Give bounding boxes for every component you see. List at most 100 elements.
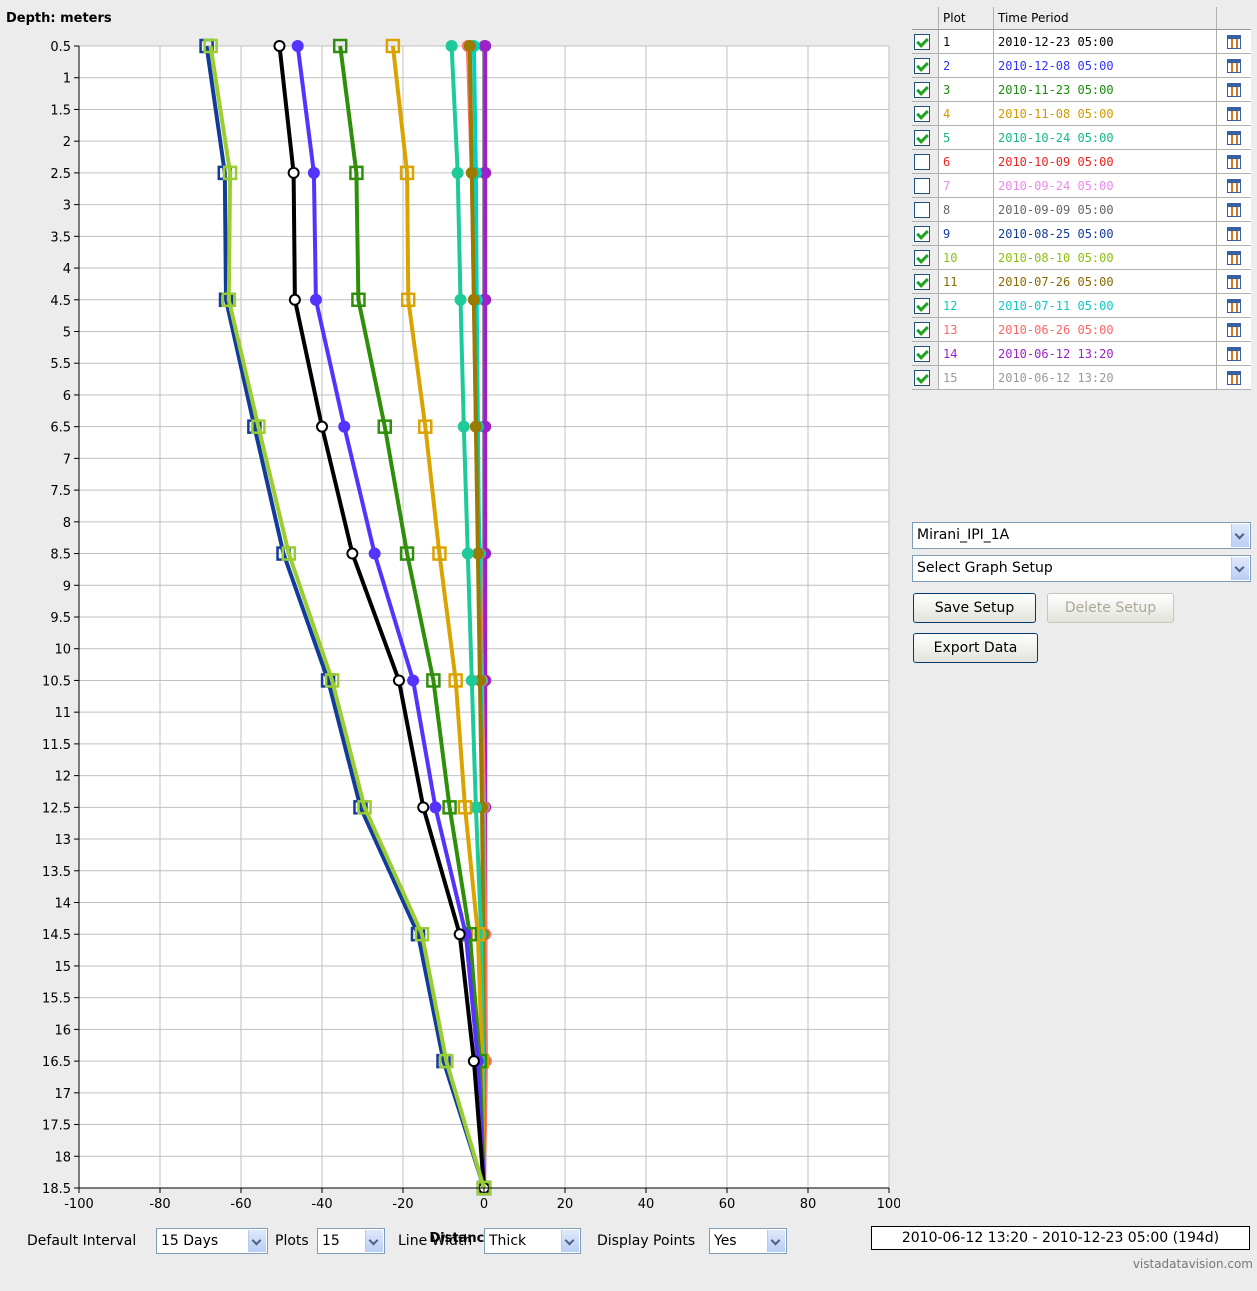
default-interval-select[interactable]: 15 Days (156, 1228, 268, 1254)
display-points-select[interactable]: Yes (709, 1228, 787, 1254)
calendar-icon[interactable] (1227, 130, 1241, 145)
y-tick-label: 4 (63, 262, 71, 277)
plot-checkbox[interactable] (914, 225, 930, 242)
calendar-icon[interactable] (1227, 58, 1241, 73)
save-setup-button[interactable]: Save Setup (913, 593, 1036, 623)
chevron-down-icon[interactable] (561, 1230, 579, 1252)
plot-time-period: 2010-06-26 05:00 (993, 317, 1217, 342)
y-tick-label: 12 (54, 770, 71, 785)
x-tick-label: -100 (64, 1197, 94, 1212)
delete-setup-button[interactable]: Delete Setup (1047, 593, 1174, 623)
y-tick-label: 1.5 (50, 103, 71, 118)
plot-checkbox[interactable] (914, 201, 930, 218)
calendar-icon[interactable] (1227, 346, 1241, 361)
plot-checkbox[interactable] (914, 177, 930, 194)
data-point (291, 40, 304, 52)
y-tick-label: 2.5 (50, 167, 71, 182)
plot-calendar-cell (1216, 173, 1251, 198)
plot-row[interactable]: 4 2010-11-08 05:00 (912, 101, 1251, 126)
display-points-value: Yes (714, 1233, 737, 1249)
plot-checkbox[interactable] (914, 249, 930, 266)
plot-row[interactable]: 8 2010-09-09 05:00 (912, 197, 1251, 222)
plot-checkbox[interactable] (914, 129, 930, 146)
watermark: vistadatavision.com (1132, 1257, 1253, 1271)
export-data-button[interactable]: Export Data (913, 633, 1038, 663)
depth-profile-chart: Depth: meters -100 -80 -60 -40 -20 0 20 40 60 80 1… (6, 11, 900, 1246)
plot-row[interactable]: 2 2010-12-08 05:00 (912, 53, 1251, 78)
plot-calendar-cell (1216, 77, 1251, 102)
plot-checkbox[interactable] (914, 81, 930, 98)
y-tick-label: 8 (63, 516, 71, 531)
plot-row[interactable]: 5 2010-10-24 05:00 (912, 125, 1251, 150)
plot-row[interactable]: 9 2010-08-25 05:00 (912, 221, 1251, 246)
calendar-icon[interactable] (1227, 370, 1241, 385)
calendar-icon[interactable] (1227, 250, 1241, 265)
data-point (399, 165, 415, 181)
plot-checkbox-cell (912, 245, 939, 270)
line-width-select[interactable]: Thick (484, 1228, 581, 1254)
series-plot-3 (332, 38, 492, 1196)
plot-checkbox-cell (912, 101, 939, 126)
plot-checkbox[interactable] (914, 57, 930, 74)
y-tick-label: 18.5 (42, 1182, 71, 1197)
calendar-icon[interactable] (1227, 274, 1241, 289)
data-point (349, 165, 364, 181)
plot-time-period: 2010-09-24 05:00 (993, 173, 1217, 198)
plot-row[interactable]: 3 2010-11-23 05:00 (912, 77, 1251, 102)
plot-row[interactable]: 6 2010-10-09 05:00 (912, 149, 1251, 174)
data-point (309, 293, 322, 306)
data-point (461, 547, 474, 560)
chevron-down-icon[interactable] (365, 1230, 383, 1252)
plot-checkbox[interactable] (914, 321, 930, 338)
y-tick-label: 14 (54, 897, 71, 912)
y-tick-label: 11.5 (42, 738, 71, 753)
plot-column-header: Plot (938, 7, 994, 30)
y-tick-label: 3.5 (50, 230, 71, 245)
x-tick-label: -60 (230, 1197, 251, 1212)
plot-checkbox[interactable] (914, 273, 930, 290)
plot-checkbox-cell (912, 317, 939, 342)
plot-row[interactable]: 14 2010-06-12 13:20 (912, 341, 1251, 366)
plot-row[interactable]: 12 2010-07-11 05:00 (912, 293, 1251, 318)
data-point (288, 293, 301, 306)
calendar-icon[interactable] (1227, 202, 1241, 217)
calendar-icon[interactable] (1227, 154, 1241, 169)
calendar-icon[interactable] (1227, 226, 1241, 241)
plot-checkbox[interactable] (914, 153, 930, 170)
graph-setup-select[interactable]: Select Graph Setup (912, 555, 1251, 582)
plot-row[interactable]: 10 2010-08-10 05:00 (912, 245, 1251, 270)
calendar-icon[interactable] (1227, 298, 1241, 313)
plot-time-period: 2010-06-12 13:20 (993, 365, 1217, 390)
plot-checkbox[interactable] (914, 33, 930, 50)
calendar-icon[interactable] (1227, 82, 1241, 97)
calendar-icon[interactable] (1227, 106, 1241, 121)
calendar-icon[interactable] (1227, 322, 1241, 337)
plot-checkbox[interactable] (914, 345, 930, 362)
sensor-select[interactable]: Mirani_IPI_1A (912, 522, 1251, 549)
chevron-down-icon[interactable] (767, 1230, 785, 1252)
plot-calendar-cell (1216, 125, 1251, 150)
plot-checkbox[interactable] (914, 297, 930, 314)
plots-select[interactable]: 15 (317, 1228, 385, 1254)
calendar-icon[interactable] (1227, 178, 1241, 193)
plot-checkbox[interactable] (914, 369, 930, 386)
chevron-down-icon[interactable] (1231, 524, 1249, 547)
data-point (351, 292, 366, 308)
default-interval-label: Default Interval (27, 1233, 137, 1249)
plot-calendar-cell (1216, 365, 1251, 390)
x-tick-label: -20 (392, 1197, 413, 1212)
chevron-down-icon[interactable] (1231, 557, 1249, 580)
plot-row[interactable]: 13 2010-06-26 05:00 (912, 317, 1251, 342)
plot-time-period: 2010-11-23 05:00 (993, 77, 1217, 102)
plot-row[interactable]: 11 2010-07-26 05:00 (912, 269, 1251, 294)
plot-row[interactable]: 15 2010-06-12 13:20 (912, 365, 1251, 390)
plot-row[interactable]: 7 2010-09-24 05:00 (912, 173, 1251, 198)
calendar-icon[interactable] (1227, 34, 1241, 49)
chevron-down-icon[interactable] (248, 1230, 266, 1252)
plot-row[interactable]: 1 2010-12-23 05:00 (912, 29, 1251, 54)
y-tick-label: 8.5 (50, 548, 71, 563)
plot-number: 9 (938, 221, 994, 246)
plot-list-table: Plot Time Period 1 2010-12-23 05:00 2 2010-… (912, 7, 1251, 390)
plot-checkbox[interactable] (914, 105, 930, 122)
data-point (287, 166, 300, 179)
